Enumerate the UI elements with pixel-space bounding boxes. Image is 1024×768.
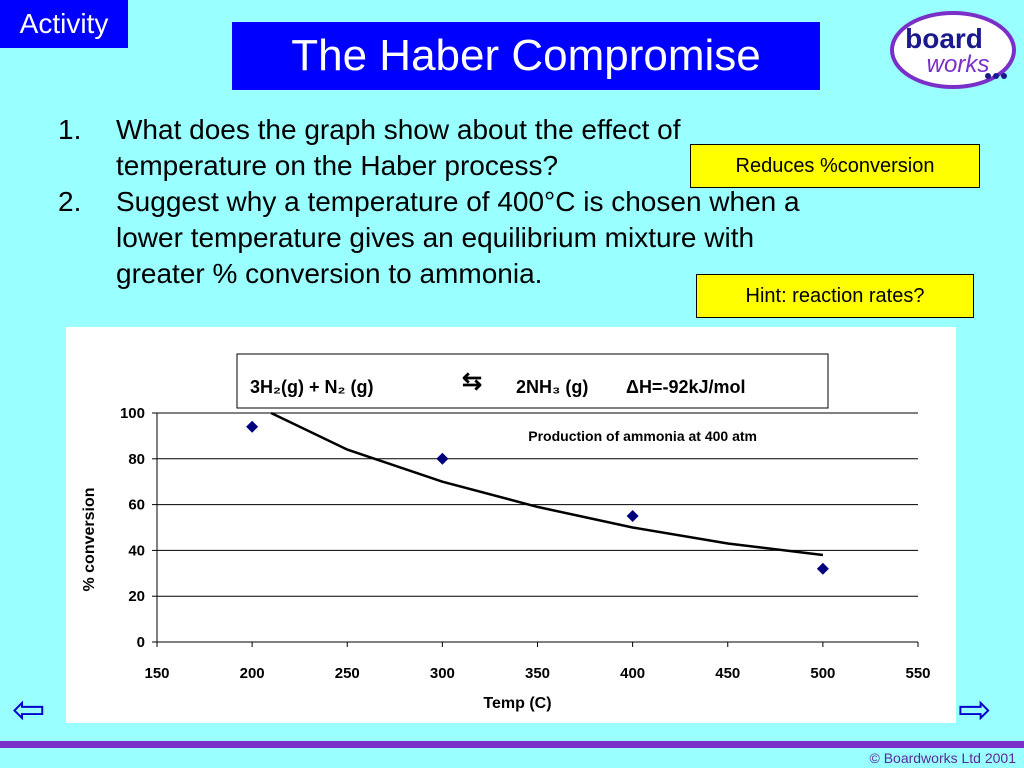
data-point (626, 510, 639, 523)
question-2-line-2: lower temperature gives an equilibrium m… (116, 222, 755, 253)
data-point (816, 562, 829, 575)
y-tick-label: 100 (120, 405, 145, 422)
activity-badge: Activity (0, 0, 128, 48)
x-tick-label: 200 (240, 665, 265, 682)
equation-product: 2NH₃ (g) (516, 377, 588, 397)
question-1-line-1: What does the graph show about the effec… (116, 114, 681, 145)
chart-panel: 3H₂(g) + N₂ (g) ⇆ 2NH₃ (g) ΔH=-92kJ/mol … (66, 327, 956, 723)
trend-line (270, 411, 824, 557)
conversion-chart: 3H₂(g) + N₂ (g) ⇆ 2NH₃ (g) ΔH=-92kJ/mol … (81, 353, 931, 712)
x-tick-label: 350 (525, 665, 550, 682)
answer-box-2[interactable]: Hint: reaction rates? (696, 274, 974, 318)
x-tick-label: 150 (144, 665, 169, 682)
data-point (436, 452, 449, 465)
data-point (246, 420, 259, 433)
boardworks-logo: board works (890, 11, 1016, 89)
y-tick-label: 60 (128, 497, 145, 514)
logo-word-1: board (905, 23, 983, 54)
equation-enthalpy: ΔH=-92kJ/mol (626, 377, 746, 397)
x-tick-label: 300 (430, 665, 455, 682)
x-tick-label: 500 (810, 665, 835, 682)
equation-arrow: ⇆ (462, 368, 482, 395)
question-2-line-1: Suggest why a temperature of 400°C is ch… (116, 186, 800, 217)
x-tick-label: 450 (715, 665, 740, 682)
back-arrow-icon[interactable]: ⇦ (12, 688, 46, 732)
y-tick-label: 80 (128, 451, 145, 468)
chart-annotation: Production of ammonia at 400 atm (528, 428, 757, 444)
question-2-number: 2. (58, 186, 82, 217)
x-tick-label: 250 (335, 665, 360, 682)
answer-box-1[interactable]: Reduces %conversion (690, 144, 980, 188)
page-title: The Haber Compromise (232, 22, 820, 90)
x-tick-label: 550 (905, 665, 930, 682)
logo-word-2: works (927, 51, 990, 78)
footer-bar (0, 741, 1024, 748)
question-1-number: 1. (58, 114, 82, 145)
equation-reactants: 3H₂(g) + N₂ (g) (250, 377, 374, 397)
y-tick-label: 20 (128, 588, 145, 605)
y-tick-label: 40 (128, 542, 145, 559)
question-1-line-2: temperature on the Haber process? (116, 150, 559, 181)
copyright: © Boardworks Ltd 2001 (869, 750, 1016, 766)
y-axis-label: % conversion (81, 487, 98, 591)
y-tick-label: 0 (137, 634, 145, 651)
x-tick-label: 400 (620, 665, 645, 682)
question-2-line-3: greater % conversion to ammonia. (116, 258, 543, 289)
equation-box (236, 353, 829, 409)
forward-arrow-icon[interactable]: ⇨ (958, 688, 992, 732)
x-axis-label: Temp (C) (483, 695, 551, 712)
